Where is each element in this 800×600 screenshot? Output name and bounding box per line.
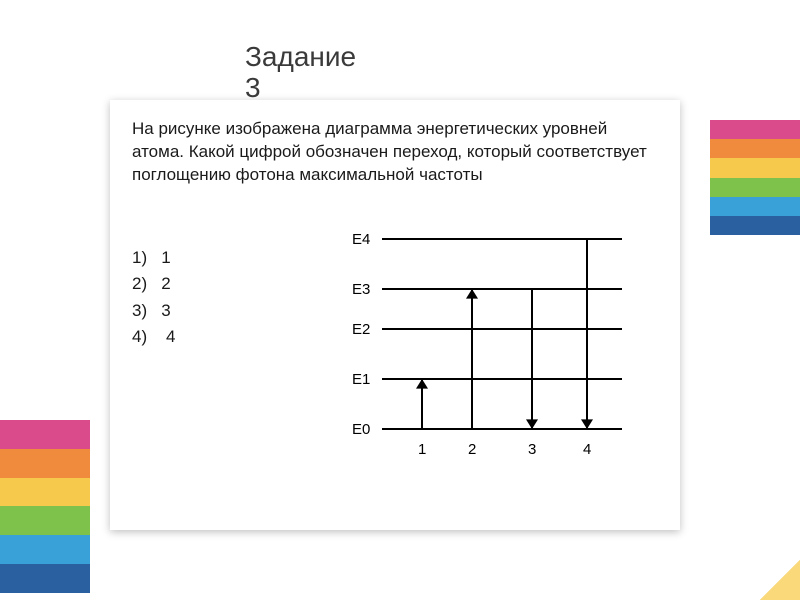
rainbow-stripe — [710, 139, 800, 158]
body-row: 1) 12) 23) 34) 4 E4 E3 E2 E1 E0 1 2 3 4 — [132, 209, 658, 474]
rainbow-stripe-right — [710, 120, 800, 240]
answer-options: 1) 12) 23) 34) 4 — [132, 209, 292, 474]
rainbow-stripe — [0, 535, 90, 564]
rainbow-stripe — [0, 564, 90, 593]
energy-level-diagram: E4 E3 E2 E1 E0 1 2 3 4 — [292, 209, 658, 474]
transition-label: 1 — [418, 441, 426, 458]
task-title-line1: Задание — [245, 41, 356, 72]
level-label: E2 — [352, 321, 370, 338]
task-title: Задание 3 — [245, 42, 356, 104]
level-label: E1 — [352, 371, 370, 388]
level-label: E4 — [352, 231, 370, 248]
answer-option: 3) 3 — [132, 298, 292, 324]
level-label: E0 — [352, 421, 370, 438]
rainbow-stripe — [0, 449, 90, 478]
answer-option: 4) 4 — [132, 324, 292, 350]
rainbow-stripe — [0, 478, 90, 507]
rainbow-stripe — [0, 506, 90, 535]
answer-option: 2) 2 — [132, 271, 292, 297]
transition-label: 2 — [468, 441, 476, 458]
rainbow-stripe — [710, 158, 800, 177]
content-card: На рисунке изображена диаграмма энергети… — [110, 100, 680, 530]
rainbow-stripe-left — [0, 420, 90, 600]
question-text: На рисунке изображена диаграмма энергети… — [132, 118, 658, 187]
energy-diagram-svg: E4 E3 E2 E1 E0 1 2 3 4 — [292, 209, 642, 469]
level-label: E3 — [352, 281, 370, 298]
transition-label: 3 — [528, 441, 536, 458]
transition-label: 4 — [583, 441, 591, 458]
rainbow-stripe — [710, 120, 800, 139]
rainbow-stripe — [710, 197, 800, 216]
rainbow-stripe — [710, 178, 800, 197]
rainbow-stripe — [710, 216, 800, 235]
task-title-line2: 3 — [245, 72, 261, 103]
slide: Задание 3 На рисунке изображена диаграмм… — [0, 0, 800, 600]
page-corner-fold — [760, 560, 800, 600]
rainbow-stripe — [0, 420, 90, 449]
answer-option: 1) 1 — [132, 245, 292, 271]
